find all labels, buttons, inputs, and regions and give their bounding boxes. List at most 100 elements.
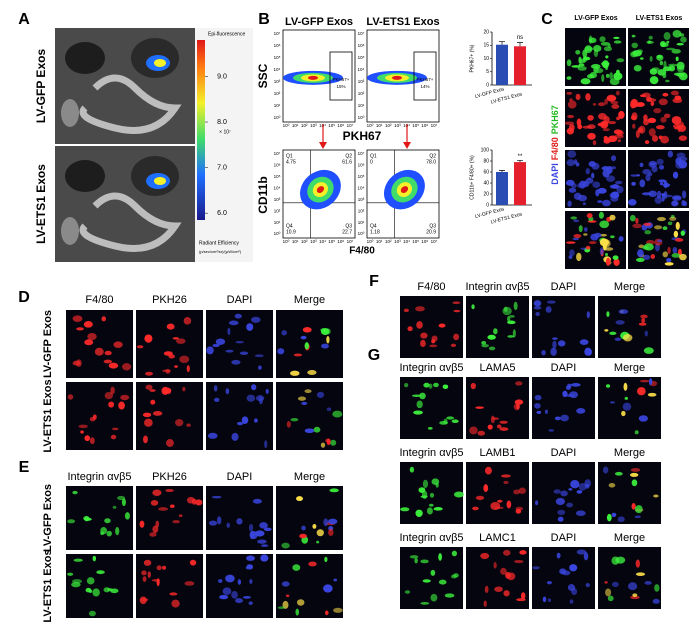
cell	[621, 410, 626, 417]
cell	[328, 518, 338, 525]
cell	[86, 577, 95, 585]
cell	[536, 410, 542, 414]
cell	[634, 505, 643, 514]
cell	[251, 384, 257, 391]
cell	[219, 594, 229, 600]
label: F4/80	[417, 281, 445, 293]
cell	[235, 340, 244, 344]
cell	[499, 420, 508, 424]
label: SSC	[256, 63, 270, 88]
cell	[643, 347, 654, 354]
cell	[450, 343, 457, 348]
label: G	[368, 347, 380, 364]
cell	[649, 55, 653, 62]
cell	[634, 430, 639, 435]
cell	[404, 590, 411, 594]
label: Q1	[286, 153, 293, 159]
cell	[613, 40, 622, 44]
cell	[598, 113, 607, 120]
cell	[325, 438, 331, 443]
cell	[496, 424, 502, 429]
cell	[316, 391, 325, 398]
cell	[320, 442, 326, 448]
cell	[586, 311, 590, 319]
cell	[552, 340, 557, 349]
cell	[635, 572, 646, 576]
cell	[246, 564, 253, 569]
cell	[438, 579, 447, 585]
cell	[604, 252, 609, 257]
cell	[609, 331, 617, 336]
cell	[618, 236, 624, 242]
cell	[118, 401, 125, 410]
cell	[226, 522, 231, 528]
cell	[606, 311, 610, 318]
cell	[420, 495, 428, 498]
cell	[103, 359, 113, 364]
label: A	[18, 11, 30, 28]
cell	[652, 598, 660, 604]
label: LV-GFP Exos	[42, 310, 54, 378]
cell	[657, 239, 663, 243]
cell	[139, 520, 145, 528]
cell	[446, 416, 455, 420]
cell	[416, 400, 423, 409]
cell	[649, 76, 659, 85]
cell	[438, 553, 442, 561]
gate	[413, 51, 437, 101]
cell	[156, 578, 160, 587]
cell	[483, 600, 487, 607]
cell	[657, 216, 666, 222]
cell	[648, 128, 656, 137]
cell	[547, 598, 551, 603]
cell	[647, 392, 657, 397]
cell	[534, 402, 541, 409]
cell	[429, 492, 435, 498]
micrograph	[276, 382, 343, 450]
cell	[612, 191, 618, 198]
error-bar	[499, 170, 505, 172]
cell	[162, 565, 167, 570]
micrograph	[532, 296, 595, 358]
x-tick-label: 10⁵	[412, 239, 419, 244]
cell	[453, 333, 460, 341]
y-tick-label: 10²	[358, 91, 365, 96]
x-tick-label: 10²	[385, 123, 392, 128]
cell	[571, 587, 578, 596]
cell	[481, 343, 489, 348]
cell	[302, 327, 312, 333]
label: Merge	[614, 362, 645, 374]
cell	[557, 509, 566, 516]
x-tick-label: 10⁰	[283, 239, 290, 244]
cell	[557, 516, 564, 522]
cell	[218, 579, 223, 583]
cell	[507, 315, 511, 323]
cell	[493, 328, 498, 335]
cell	[248, 601, 253, 605]
cell	[599, 247, 604, 255]
organ	[65, 42, 105, 74]
cell	[587, 114, 594, 121]
cell	[184, 581, 195, 586]
cell	[166, 323, 175, 330]
x-tick-label: 10⁶	[421, 123, 428, 128]
label: 8.0	[217, 119, 227, 126]
y-tick-label: 10¹	[358, 103, 365, 108]
cell	[569, 564, 578, 572]
label: LV-ETS1 Exos	[34, 164, 48, 244]
cell	[609, 72, 614, 80]
cell	[493, 561, 497, 569]
cell	[145, 371, 154, 376]
cell	[655, 125, 665, 130]
cell	[110, 434, 117, 440]
cell	[623, 334, 633, 342]
cell	[677, 159, 683, 162]
cell	[576, 407, 586, 414]
label: Merge	[294, 294, 325, 306]
x-tick-label: 10⁶	[337, 123, 344, 128]
label: LAMA5	[479, 362, 515, 374]
cell	[213, 397, 220, 402]
cell	[570, 216, 578, 220]
cell	[630, 595, 640, 600]
cell	[585, 583, 590, 588]
